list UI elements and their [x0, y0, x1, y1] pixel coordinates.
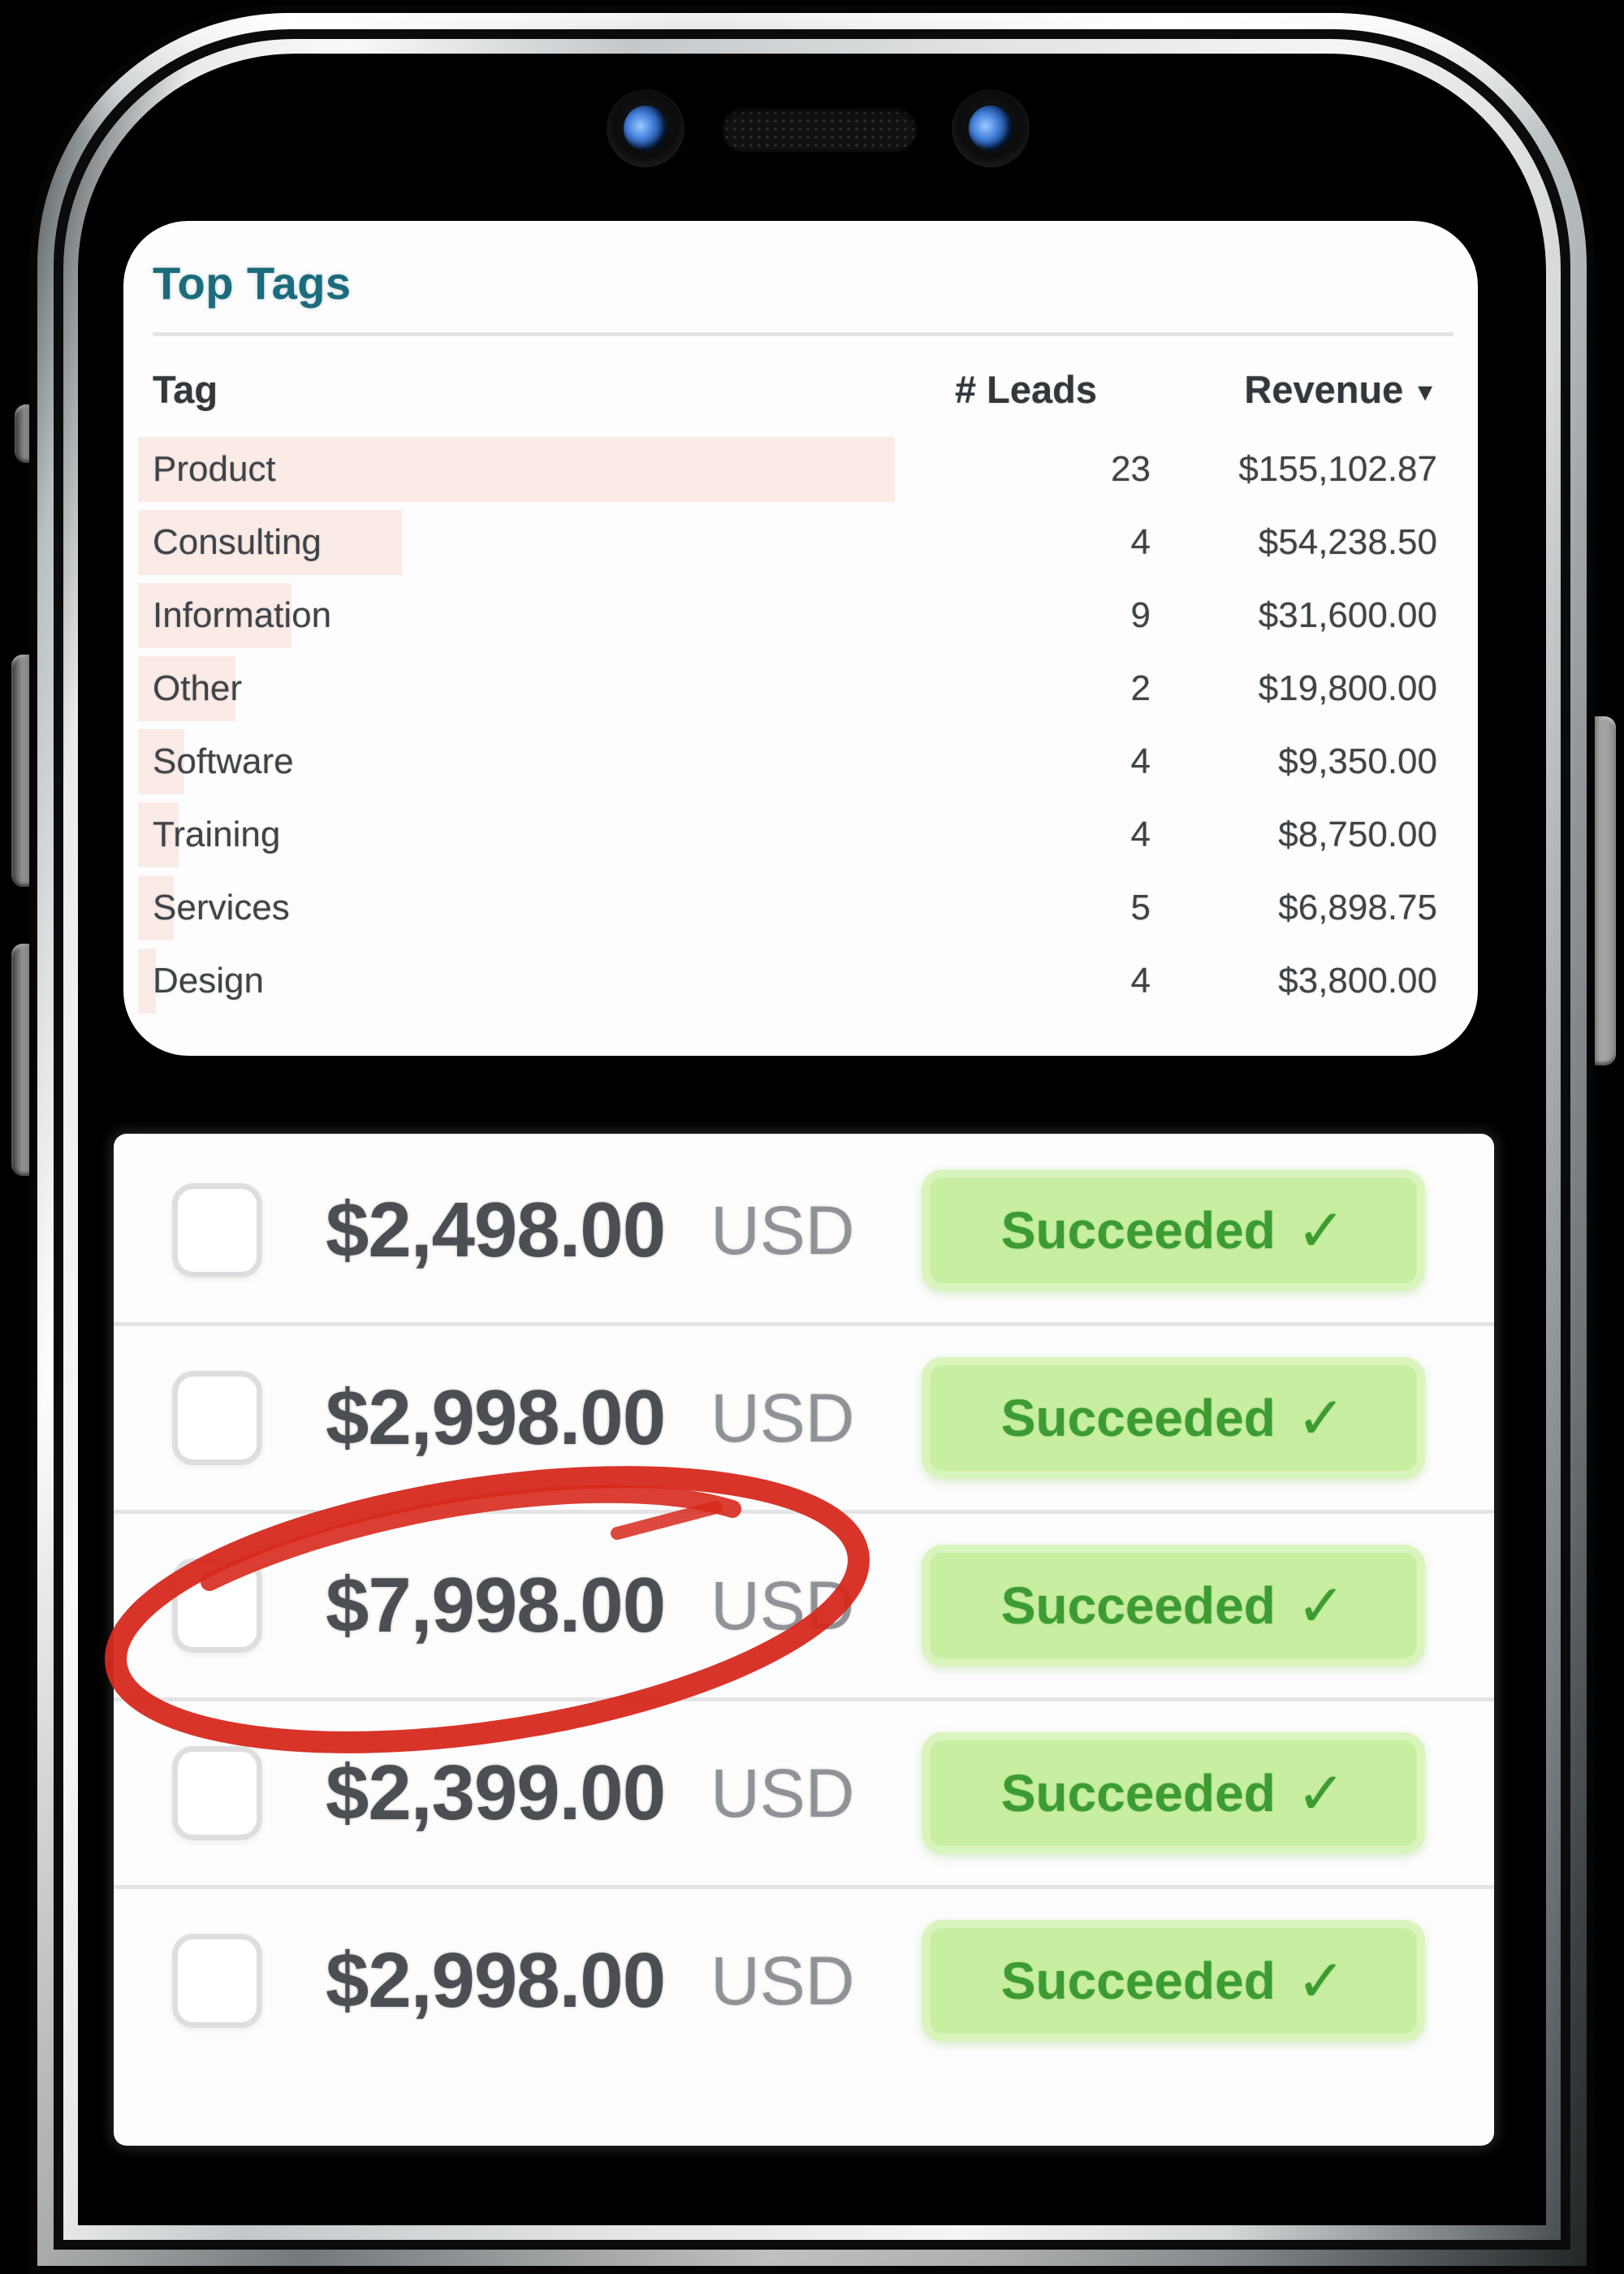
payment-row[interactable]: $7,998.00 USD Succeeded ✓: [114, 1514, 1494, 1701]
row-checkbox[interactable]: [172, 1371, 262, 1465]
row-checkbox[interactable]: [172, 1559, 262, 1653]
status-badge: Succeeded ✓: [922, 1357, 1425, 1479]
revenue-magnitude-bar: [138, 583, 292, 648]
panel-title: Top Tags: [153, 257, 352, 309]
payment-amount: $7,998.00: [326, 1562, 666, 1649]
revenue-value: $155,102.87: [1238, 449, 1437, 489]
payment-currency: USD: [710, 1191, 855, 1269]
column-header-tag[interactable]: Tag: [153, 368, 218, 411]
column-header-leads[interactable]: # Leads: [954, 368, 1097, 411]
leads-count: 4: [1130, 522, 1151, 562]
column-header-revenue[interactable]: Revenue ▼: [1244, 368, 1437, 411]
leads-count: 4: [1130, 741, 1151, 781]
revenue-magnitude-bar: [138, 437, 895, 502]
row-checkbox[interactable]: [172, 1746, 262, 1840]
revenue-magnitude-bar: [138, 875, 174, 940]
status-label: Succeeded: [1000, 1389, 1276, 1447]
tag-name: Design: [153, 961, 264, 1001]
table-row[interactable]: Product 23 $155,102.87: [123, 433, 1478, 506]
checkmark-icon: ✓: [1296, 1574, 1346, 1639]
earpiece-speaker-icon: [723, 109, 916, 151]
top-tags-panel: Top Tags Tag # Leads Revenue ▼ Product 23…: [123, 221, 1478, 1056]
status-label: Succeeded: [1000, 1201, 1276, 1260]
payment-row[interactable]: $2,399.00 USD Succeeded ✓: [114, 1701, 1494, 1889]
payment-currency: USD: [710, 1567, 855, 1644]
leads-count: 4: [1130, 815, 1151, 854]
leads-count: 9: [1130, 595, 1151, 635]
revenue-magnitude-bar: [138, 729, 184, 794]
revenue-value: $9,350.00: [1278, 741, 1437, 781]
revenue-value: $3,800.00: [1278, 961, 1437, 1001]
revenue-value: $54,238.50: [1258, 522, 1437, 562]
row-checkbox[interactable]: [172, 1183, 262, 1278]
stage: Top Tags Tag # Leads Revenue ▼ Product 23…: [11, 13, 1616, 2266]
row-checkbox[interactable]: [172, 1934, 262, 2028]
tag-name: Product: [153, 449, 276, 489]
revenue-magnitude-bar: [138, 656, 235, 721]
revenue-value: $6,898.75: [1278, 888, 1437, 927]
payment-currency: USD: [710, 1379, 855, 1456]
table-row[interactable]: Consulting 4 $54,238.50: [123, 506, 1478, 579]
status-badge: Succeeded ✓: [922, 1545, 1425, 1667]
tag-table-body: Product 23 $155,102.87 Consulting 4 $54,…: [123, 433, 1478, 1018]
status-label: Succeeded: [1000, 1764, 1276, 1822]
leads-count: 23: [1111, 449, 1151, 489]
revenue-value: $8,750.00: [1278, 815, 1437, 854]
front-camera-right-icon: [952, 89, 1030, 167]
sort-descending-icon: ▼: [1413, 378, 1437, 406]
payment-amount: $2,498.00: [326, 1187, 666, 1273]
payment-amount: $2,998.00: [326, 1374, 666, 1461]
payment-currency: USD: [710, 1942, 855, 2019]
leads-count: 5: [1130, 888, 1151, 927]
payments-panel: $2,498.00 USD Succeeded ✓ $2,998.00 USD …: [114, 1134, 1494, 2146]
payment-row[interactable]: $2,998.00 USD Succeeded ✓: [114, 1326, 1494, 1514]
revenue-magnitude-bar: [138, 949, 156, 1014]
table-row[interactable]: Design 4 $3,800.00: [123, 945, 1478, 1018]
tag-name: Services: [153, 888, 290, 927]
checkmark-icon: ✓: [1296, 1386, 1346, 1451]
checkmark-icon: ✓: [1296, 1199, 1346, 1264]
table-row[interactable]: Information 9 $31,600.00: [123, 579, 1478, 652]
tag-name: Training: [153, 815, 281, 854]
status-label: Succeeded: [1000, 1576, 1276, 1635]
status-label: Succeeded: [1000, 1952, 1276, 2010]
checkmark-icon: ✓: [1296, 1762, 1346, 1827]
status-badge: Succeeded ✓: [922, 1732, 1425, 1854]
front-camera-left-icon: [607, 89, 685, 167]
phone-frame: Top Tags Tag # Leads Revenue ▼ Product 23…: [29, 5, 1595, 2274]
leads-count: 2: [1130, 668, 1151, 708]
revenue-value: $19,800.00: [1258, 668, 1437, 708]
title-divider: [153, 332, 1453, 336]
payment-row[interactable]: $2,998.00 USD Succeeded ✓: [114, 1889, 1494, 2073]
camera-lens-icon: [624, 106, 667, 151]
checkmark-icon: ✓: [1296, 1949, 1346, 2014]
payment-currency: USD: [710, 1754, 855, 1831]
tag-name: Other: [153, 668, 243, 708]
tag-name: Consulting: [153, 522, 322, 562]
tag-name: Software: [153, 741, 294, 781]
status-badge: Succeeded ✓: [922, 1169, 1425, 1291]
payment-amount: $2,399.00: [326, 1749, 666, 1836]
status-badge: Succeeded ✓: [922, 1920, 1425, 2042]
revenue-magnitude-bar: [138, 510, 402, 575]
table-row[interactable]: Other 2 $19,800.00: [123, 652, 1478, 725]
table-row[interactable]: Training 4 $8,750.00: [123, 798, 1478, 871]
leads-count: 4: [1130, 961, 1151, 1001]
tag-name: Information: [153, 595, 332, 635]
payment-row[interactable]: $2,498.00 USD Succeeded ✓: [114, 1139, 1494, 1326]
table-row[interactable]: Software 4 $9,350.00: [123, 725, 1478, 798]
revenue-magnitude-bar: [138, 802, 179, 867]
phone-screen: Top Tags Tag # Leads Revenue ▼ Product 23…: [93, 68, 1531, 2211]
table-row[interactable]: Services 5 $6,898.75: [123, 871, 1478, 945]
table-header-row: Tag # Leads Revenue ▼: [123, 365, 1478, 414]
camera-lens-icon: [969, 106, 1013, 151]
payment-amount: $2,998.00: [326, 1937, 666, 2024]
revenue-value: $31,600.00: [1258, 595, 1437, 635]
